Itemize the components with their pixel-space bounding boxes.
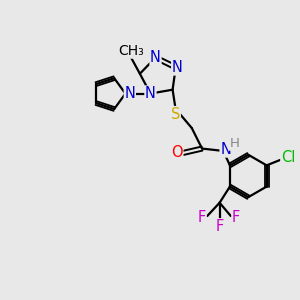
Text: O: O	[171, 146, 183, 160]
Text: F: F	[232, 210, 240, 225]
Text: N: N	[124, 86, 135, 101]
Text: H: H	[230, 137, 239, 150]
Text: F: F	[198, 210, 206, 225]
Text: N: N	[220, 142, 231, 157]
Text: Cl: Cl	[281, 150, 295, 165]
Text: N: N	[145, 86, 156, 101]
Text: N: N	[172, 60, 183, 75]
Text: N: N	[150, 50, 161, 65]
Text: S: S	[171, 106, 180, 122]
Text: F: F	[215, 219, 224, 234]
Text: CH₃: CH₃	[118, 44, 144, 58]
